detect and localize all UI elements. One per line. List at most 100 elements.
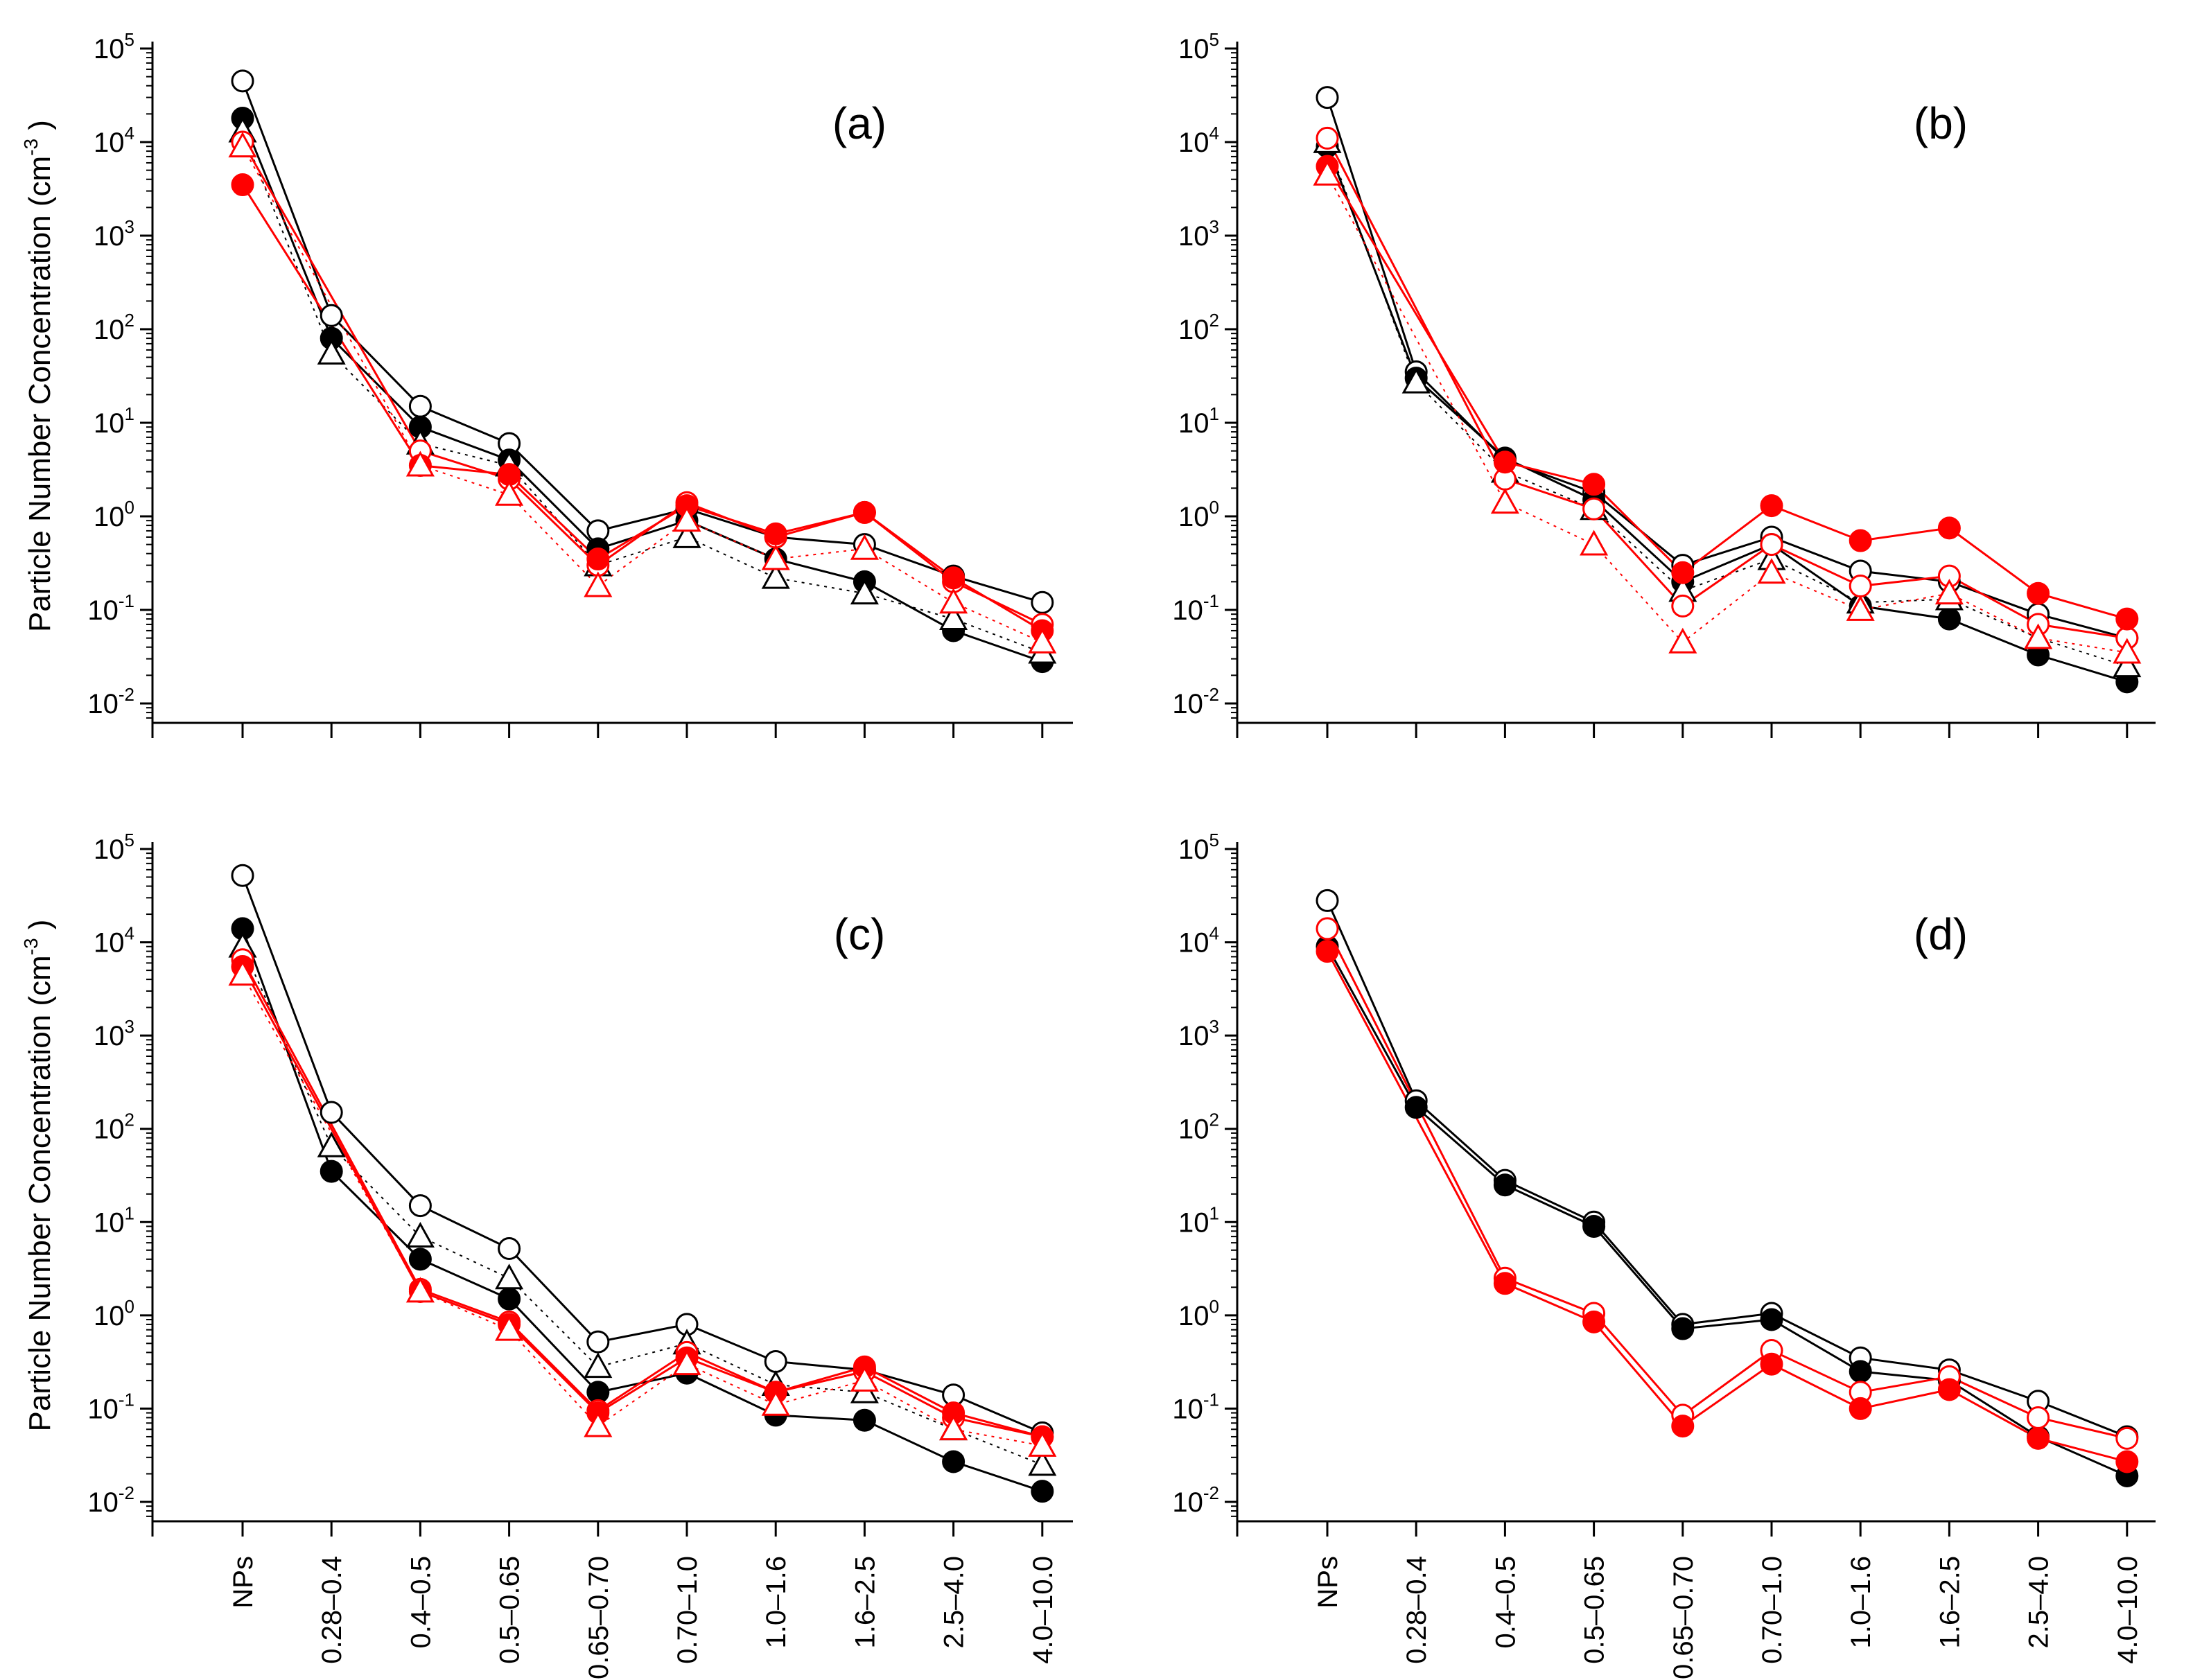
y-axis-label: Particle Number Concentration (cm-3 ): [20, 920, 57, 1432]
y-tick-base: 10: [1178, 34, 1209, 64]
y-tick-label: 100: [94, 497, 134, 532]
y-tick-exponent: -2: [119, 1482, 134, 1503]
y-tick-exponent: 0: [125, 497, 134, 518]
data-point-triangle: [405, 1277, 435, 1303]
data-point-triangle: [495, 1263, 524, 1290]
data-point-circle: [1760, 1308, 1783, 1331]
y-tick-exponent: 3: [1209, 216, 1219, 237]
y-tick-base: 10: [1172, 595, 1203, 626]
y-tick-base: 10: [94, 408, 125, 439]
data-point-circle: [408, 394, 432, 418]
data-point-circle: [1582, 497, 1606, 520]
y-tick-label: 103: [94, 1016, 134, 1051]
data-point-circle: [764, 522, 787, 545]
y-axis-label-close: ): [23, 120, 57, 139]
y-tick-base: 10: [94, 315, 125, 345]
data-point-circle: [2115, 1426, 2139, 1450]
series-line: [241, 141, 1043, 626]
y-tick-exponent: -1: [119, 1389, 134, 1410]
data-point-triangle: [584, 1352, 613, 1379]
panel-title: (d): [1914, 909, 1968, 959]
data-point-circle: [1671, 594, 1695, 618]
y-axis-label-close: ): [23, 920, 57, 938]
y-tick-label: 105: [1178, 830, 1219, 865]
y-tick-label: 101: [94, 1202, 134, 1238]
y-tick-label: 10-2: [1172, 1482, 1219, 1518]
data-point-circle: [1849, 529, 1872, 552]
x-tick-label: 0.70–1.0: [672, 1556, 703, 1664]
y-tick-base: 10: [94, 1021, 125, 1051]
data-point-triangle: [495, 480, 524, 506]
data-point-circle: [2027, 581, 2050, 605]
y-tick-label: 10-1: [1172, 1389, 1219, 1424]
x-tick-label: 0.5–0.65: [495, 1556, 525, 1664]
x-tick-label: 1.6–2.5: [1934, 1556, 1965, 1648]
y-tick-label: 105: [94, 29, 134, 64]
y-tick-label: 102: [94, 310, 134, 345]
y-tick-label: 10-2: [87, 684, 134, 719]
y-tick-exponent: 3: [125, 1016, 134, 1037]
data-point-triangle: [317, 1131, 346, 1157]
data-point-triangle: [850, 579, 879, 605]
data-point-triangle: [672, 522, 701, 548]
data-point-triangle: [939, 1415, 968, 1441]
y-tick-label: 10-1: [87, 1389, 134, 1424]
data-point-circle: [1031, 1480, 1054, 1503]
data-point-circle: [1316, 126, 1339, 150]
x-tick-label: 0.5–0.65: [1580, 1556, 1610, 1664]
data-point-circle: [1582, 1214, 1606, 1238]
data-point-triangle: [2113, 651, 2142, 678]
x-tick-label: 0.65–0.70: [1668, 1556, 1699, 1679]
y-tick-label: 105: [94, 830, 134, 865]
y-tick-base: 10: [87, 1394, 119, 1424]
data-point-triangle: [1028, 1430, 1057, 1457]
y-tick-base: 10: [94, 1301, 125, 1331]
y-tick-base: 10: [94, 221, 125, 252]
x-tick-label: 4.0–10.0: [2113, 1556, 2143, 1664]
x-tick-label: 2.5–4.0: [939, 1556, 970, 1648]
y-tick-exponent: 2: [125, 310, 134, 331]
series-line: [1326, 950, 2128, 1463]
panel-title: (a): [832, 98, 886, 148]
y-tick-base: 10: [1172, 1394, 1203, 1424]
y-tick-base: 10: [1178, 128, 1209, 158]
data-point-triangle: [2113, 638, 2142, 664]
y-axis-label-text: Particle Number Concentration (cm: [23, 955, 57, 1431]
data-point-circle: [320, 304, 343, 327]
y-axis-label: Particle Number Concentration (cm-3 ): [20, 120, 57, 632]
y-tick-label: 101: [94, 403, 134, 439]
data-point-triangle: [850, 1365, 879, 1392]
y-tick-exponent: 2: [1209, 310, 1219, 331]
data-point-circle: [1849, 1360, 1872, 1383]
y-tick-base: 10: [1178, 1021, 1209, 1051]
series-line: [241, 875, 1043, 1434]
data-point-triangle: [228, 132, 257, 158]
y-tick-base: 10: [1178, 221, 1209, 252]
x-tick-label: 4.0–10.0: [1028, 1556, 1058, 1664]
data-point-triangle: [939, 604, 968, 630]
data-point-circle: [1937, 607, 1961, 631]
x-tick-label: NPs: [228, 1556, 259, 1609]
x-tick-label: NPs: [1313, 1556, 1343, 1609]
x-tick-label: 0.4–0.5: [1490, 1556, 1521, 1648]
y-tick-base: 10: [94, 834, 125, 865]
y-tick-label: 102: [1178, 1110, 1219, 1145]
y-tick-label: 10-1: [1172, 590, 1219, 626]
series-line: [1326, 946, 2128, 1477]
data-point-circle: [2115, 1450, 2139, 1473]
x-tick-label: 0.28–0.4: [317, 1556, 347, 1664]
y-tick-base: 10: [87, 689, 119, 719]
x-tick-label: 1.0–1.6: [761, 1556, 792, 1648]
x-tick-label: 0.4–0.5: [405, 1556, 436, 1648]
data-point-circle: [1671, 1317, 1695, 1340]
y-tick-label: 103: [94, 216, 134, 252]
y-tick-base: 10: [1178, 315, 1209, 345]
y-tick-label: 104: [94, 923, 134, 959]
y-tick-label: 10-2: [1172, 684, 1219, 719]
y-tick-base: 10: [94, 928, 125, 959]
data-point-circle: [853, 500, 876, 524]
data-point-triangle: [405, 1222, 435, 1248]
y-tick-exponent: -2: [1203, 1482, 1219, 1503]
